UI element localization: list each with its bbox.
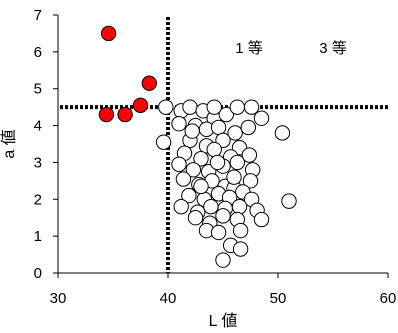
y-axis-label: a 値	[0, 129, 18, 158]
y-tick-label: 4	[34, 118, 42, 135]
white-point	[242, 173, 259, 189]
white-point	[173, 198, 189, 215]
y-tick-label: 0	[34, 265, 42, 282]
white-point	[215, 252, 231, 268]
white-point	[184, 123, 200, 139]
white-point	[182, 99, 198, 115]
white-point	[203, 198, 219, 215]
x-tick-label: 50	[270, 290, 287, 307]
axes: 0 1 2 3 4 5 6 7 30 40 50 60	[34, 7, 397, 307]
y-tick-label: 6	[34, 44, 42, 61]
chart-labels: a 値 L 値 1 等 3 等	[0, 39, 347, 330]
red-point	[141, 75, 158, 91]
x-tick-label: 60	[380, 290, 397, 307]
data-points	[98, 25, 297, 268]
white-point	[240, 119, 257, 136]
white-point	[226, 169, 242, 185]
y-tick-label: 5	[34, 81, 42, 98]
white-point	[210, 119, 227, 136]
y-tick-label: 1	[34, 228, 42, 245]
white-point	[231, 198, 248, 215]
white-point	[155, 134, 172, 150]
x-tick-label: 40	[160, 290, 177, 307]
white-point	[218, 106, 235, 123]
annotation-grade-1: 1 等	[235, 39, 263, 57]
red-point	[98, 106, 115, 123]
white-point	[181, 187, 197, 204]
red-point	[132, 97, 149, 114]
white-point	[253, 211, 270, 228]
annotation-grade-3: 3 等	[319, 39, 347, 57]
x-tick-label: 30	[50, 290, 67, 307]
white-point	[158, 99, 174, 115]
white-point	[229, 99, 246, 115]
white-point	[232, 241, 249, 257]
white-point	[232, 222, 249, 239]
white-point	[209, 154, 226, 171]
white-point	[243, 99, 260, 115]
white-point	[187, 210, 204, 226]
white-point	[215, 208, 231, 224]
white-point	[229, 154, 246, 171]
white-point	[241, 147, 258, 163]
red-point	[100, 25, 117, 42]
white-point	[175, 171, 192, 187]
white-point	[171, 156, 187, 172]
red-point	[117, 106, 133, 123]
white-point	[281, 193, 297, 209]
white-point	[171, 116, 187, 132]
y-tick-label: 3	[34, 154, 42, 171]
white-point	[253, 110, 270, 126]
x-axis-label: L 値	[209, 312, 238, 330]
y-tick-label: 2	[34, 191, 42, 208]
white-point	[274, 125, 291, 141]
white-point	[210, 224, 227, 241]
white-point	[206, 99, 222, 115]
white-point	[185, 162, 202, 178]
y-tick-label: 7	[34, 7, 42, 24]
white-point	[193, 178, 209, 195]
white-point	[193, 151, 209, 167]
white-point	[227, 125, 243, 141]
white-point	[206, 141, 222, 158]
